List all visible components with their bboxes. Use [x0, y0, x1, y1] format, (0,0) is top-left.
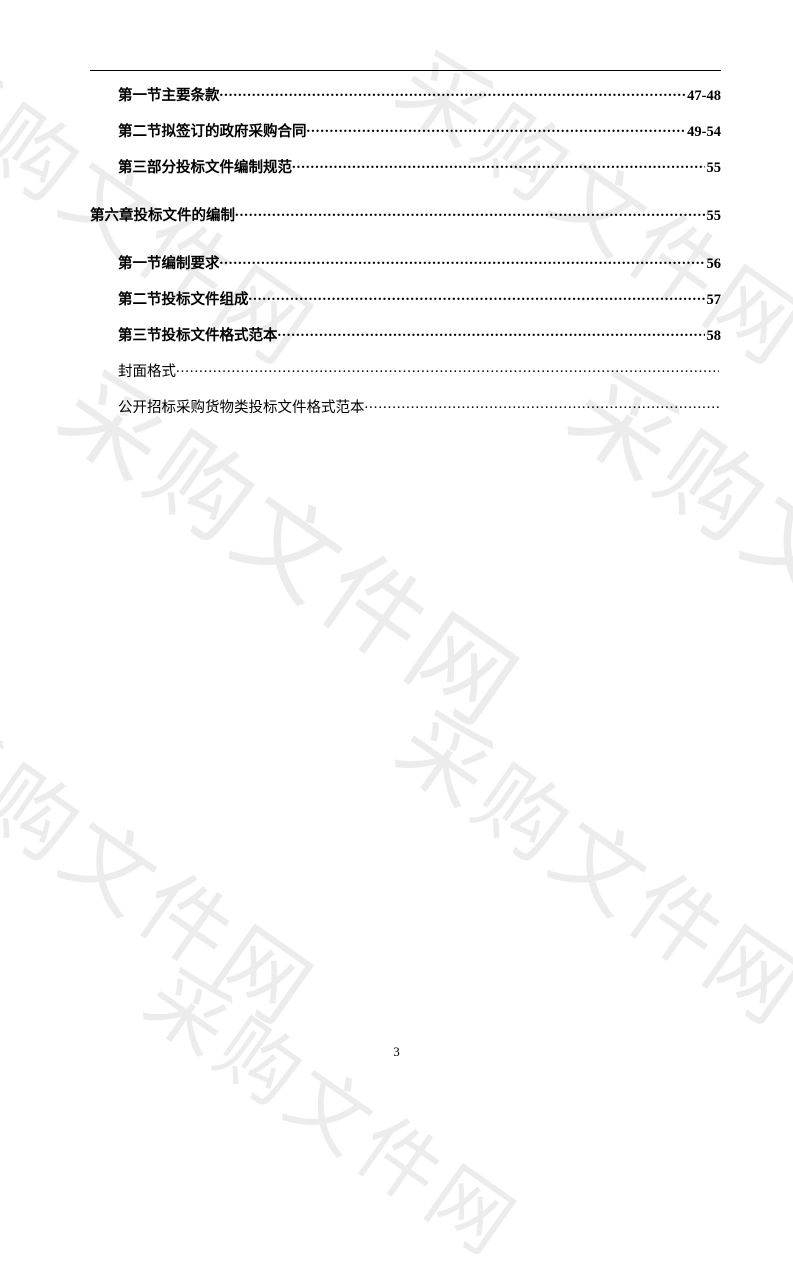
toc-entry-label: 第三节投标文件格式范本	[118, 329, 278, 344]
toc-leader-dots	[220, 85, 686, 100]
toc-entry: 公开招标采购货物类投标文件格式范本	[90, 397, 721, 415]
toc-leader-dots	[278, 325, 705, 340]
toc-entry-page: 58	[705, 329, 722, 344]
toc-entry: 第二节拟签订的政府采购合同 49-54	[90, 121, 721, 139]
toc-leader-dots	[292, 157, 705, 172]
toc-entry-page: 49-54	[685, 125, 721, 140]
toc-entry: 封面格式	[90, 361, 721, 379]
toc-leader-dots	[176, 361, 719, 376]
page-number: 3	[0, 1044, 793, 1060]
toc-entry-label: 第三部分投标文件编制规范	[118, 161, 292, 176]
toc-leader-dots	[220, 253, 705, 268]
toc-entry-page: 55	[705, 209, 722, 224]
toc-entry: 第一节主要条款 47-48	[90, 85, 721, 103]
toc-leader-dots	[235, 205, 705, 220]
toc-entry: 第六章投标文件的编制 55	[90, 205, 721, 223]
table-of-contents: 第一节主要条款 47-48 第二节拟签订的政府采购合同 49-54 第三部分投标文件编制…	[90, 85, 721, 415]
toc-entry-page: 57	[705, 293, 722, 308]
toc-entry: 第二节投标文件组成 57	[90, 289, 721, 307]
toc-entry-label: 第六章投标文件的编制	[90, 209, 235, 224]
toc-entry-label: 第一节主要条款	[118, 89, 220, 104]
toc-entry-label: 封面格式	[118, 365, 176, 380]
watermark-text: 采购文件网	[126, 937, 545, 1279]
toc-entry: 第一节编制要求 56	[90, 253, 721, 271]
toc-entry: 第三节投标文件格式范本 58	[90, 325, 721, 343]
toc-entry-label: 公开招标采购货物类投标文件格式范本	[118, 401, 365, 416]
toc-entry-page: 56	[705, 257, 722, 272]
toc-entry-page: 47-48	[685, 89, 721, 104]
toc-entry-label: 第二节投标文件组成	[118, 293, 249, 308]
watermark-text: 采购文件网	[0, 677, 344, 1051]
toc-entry-label: 第二节拟签订的政府采购合同	[118, 125, 307, 140]
watermark-text: 采购文件网	[376, 677, 793, 1051]
toc-entry: 第三部分投标文件编制规范 55	[90, 157, 721, 175]
toc-entry-page: 55	[705, 161, 722, 176]
toc-leader-dots	[249, 289, 705, 304]
toc-leader-dots	[365, 397, 720, 412]
page-content: 第一节主要条款 47-48 第二节拟签订的政府采购合同 49-54 第三部分投标文件编制…	[90, 70, 721, 433]
toc-entry-label: 第一节编制要求	[118, 257, 220, 272]
toc-leader-dots	[307, 121, 686, 136]
top-horizontal-rule	[90, 70, 721, 71]
